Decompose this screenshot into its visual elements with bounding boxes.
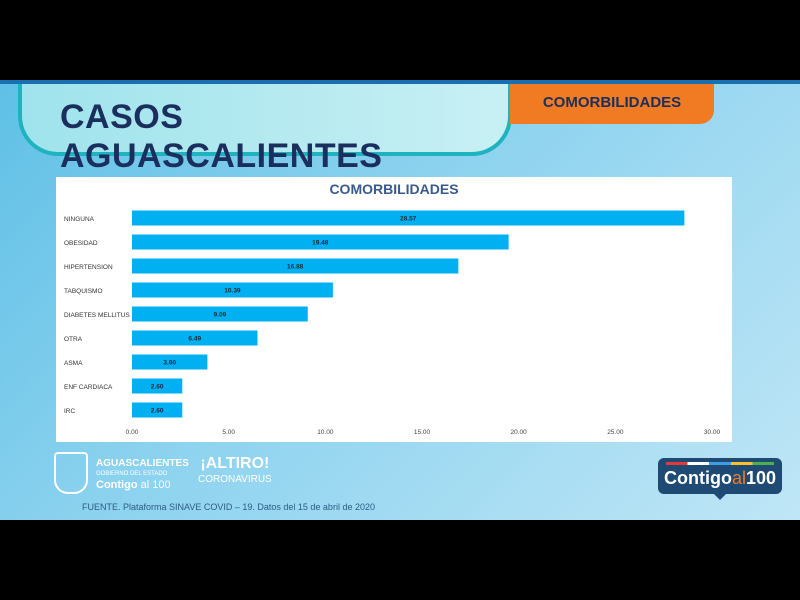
gov-name: AGUASCALIENTES [96, 458, 189, 469]
value-label: 9.09 [214, 312, 227, 319]
value-label: 28.57 [400, 216, 417, 223]
contigo-badge: Contigoal100 [658, 458, 782, 500]
value-label: 10.39 [224, 288, 241, 295]
category-label: TABQUISMO [64, 288, 103, 295]
chart-title: COMORBILIDADES [329, 181, 459, 197]
bar [132, 282, 333, 298]
category-label: NINGUNA [64, 216, 95, 223]
category-label: IRC [64, 408, 76, 415]
category-label: OTRA [64, 336, 83, 343]
value-label: 16.88 [287, 264, 304, 271]
slide: CASOS AGUASCALIENTES COMORBILIDADES COMO… [0, 80, 800, 520]
bar [132, 210, 685, 226]
category-label: ENF CARDIACA [64, 384, 113, 391]
section-tab: COMORBILIDADES [510, 84, 714, 124]
bar [132, 330, 258, 346]
altiro-logo: ¡ALTIRO! CORONAVIRUS [198, 456, 272, 488]
category-label: OBESIDAD [64, 240, 98, 247]
gov-sub: GOBIERNO DEL ESTADO [96, 471, 168, 477]
x-tick-label: 20.00 [511, 429, 528, 436]
value-label: 2.60 [151, 384, 164, 391]
state-crest-logo [54, 452, 88, 494]
bar [132, 306, 308, 322]
x-tick-label: 5.00 [222, 429, 235, 436]
bar [132, 234, 509, 250]
chart-panel: COMORBILIDADES NINGUNA 28.57 OBESIDAD 19.48… [56, 177, 732, 442]
bar [132, 402, 183, 418]
altiro-text: ¡ALTIRO! [200, 455, 270, 472]
x-tick-label: 10.00 [317, 429, 334, 436]
value-label: 2.60 [151, 408, 164, 415]
source-footnote: FUENTE. Plataforma SINAVE COVID – 19. Da… [82, 502, 375, 512]
bar [132, 378, 183, 394]
altiro-sub: CORONAVIRUS [198, 474, 272, 485]
bar [132, 354, 208, 370]
x-tick-label: 25.00 [607, 429, 624, 436]
badge-c: 100 [745, 468, 777, 488]
category-label: HIPERTENSION [64, 264, 113, 271]
gov-slogan-b: al 100 [140, 479, 171, 491]
x-tick-label: 0.00 [126, 429, 139, 436]
badge-b: al [731, 468, 746, 488]
x-tick-label: 30.00 [704, 429, 721, 436]
gov-slogan: Contigo [96, 479, 141, 491]
x-tick-label: 15.00 [414, 429, 431, 436]
gov-logo-text: AGUASCALIENTES GOBIERNO DEL ESTADO Conti… [96, 458, 189, 491]
value-label: 6.49 [188, 336, 201, 343]
bar-chart: NINGUNA 28.57 OBESIDAD 19.48 HIPERTENSION 16.… [64, 210, 721, 436]
value-label: 3.90 [163, 360, 176, 367]
category-label: DIABETES MELLITUS [64, 312, 130, 319]
category-label: ASMA [64, 360, 83, 367]
page-title: CASOS AGUASCALIENTES [60, 98, 383, 175]
value-label: 19.48 [312, 240, 329, 247]
top-bar [0, 80, 800, 84]
color-stripe [666, 462, 774, 465]
header-banner: CASOS AGUASCALIENTES [18, 84, 512, 175]
badge-a: Contigo [663, 468, 732, 488]
bar [132, 258, 459, 274]
